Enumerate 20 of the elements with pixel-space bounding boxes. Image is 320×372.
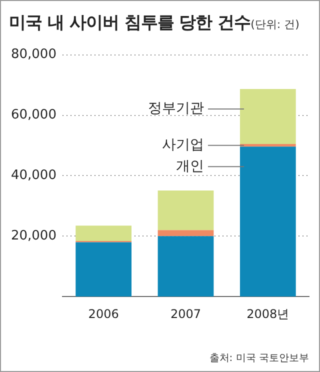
bar (158, 236, 214, 297)
bar (240, 146, 296, 297)
text: 정부기관 (148, 100, 204, 117)
bar (76, 242, 132, 297)
text: 사기업 (162, 136, 204, 153)
bar (240, 88, 296, 144)
chart-title: 미국 내 사이버 침투를 당한 건수 (9, 13, 251, 33)
y-tick-label: 60,000 (10, 108, 56, 123)
x-tick-label: 2006 (88, 306, 119, 321)
x-tick-label: 2007 (170, 306, 202, 321)
bar (158, 190, 214, 230)
y-tick-label: 40,000 (10, 168, 56, 184)
bar (158, 230, 214, 236)
y-tick-label: 20,000 (10, 228, 56, 244)
source-note: 출처: 미국 국토안보부 (209, 352, 309, 365)
y-tick-label: 80,000 (10, 47, 56, 62)
text: 개인 (176, 158, 204, 174)
chart-subtitle: (단위: 건) (250, 18, 300, 31)
x-tick-label: 2008년 (246, 306, 290, 321)
bar (76, 226, 132, 241)
